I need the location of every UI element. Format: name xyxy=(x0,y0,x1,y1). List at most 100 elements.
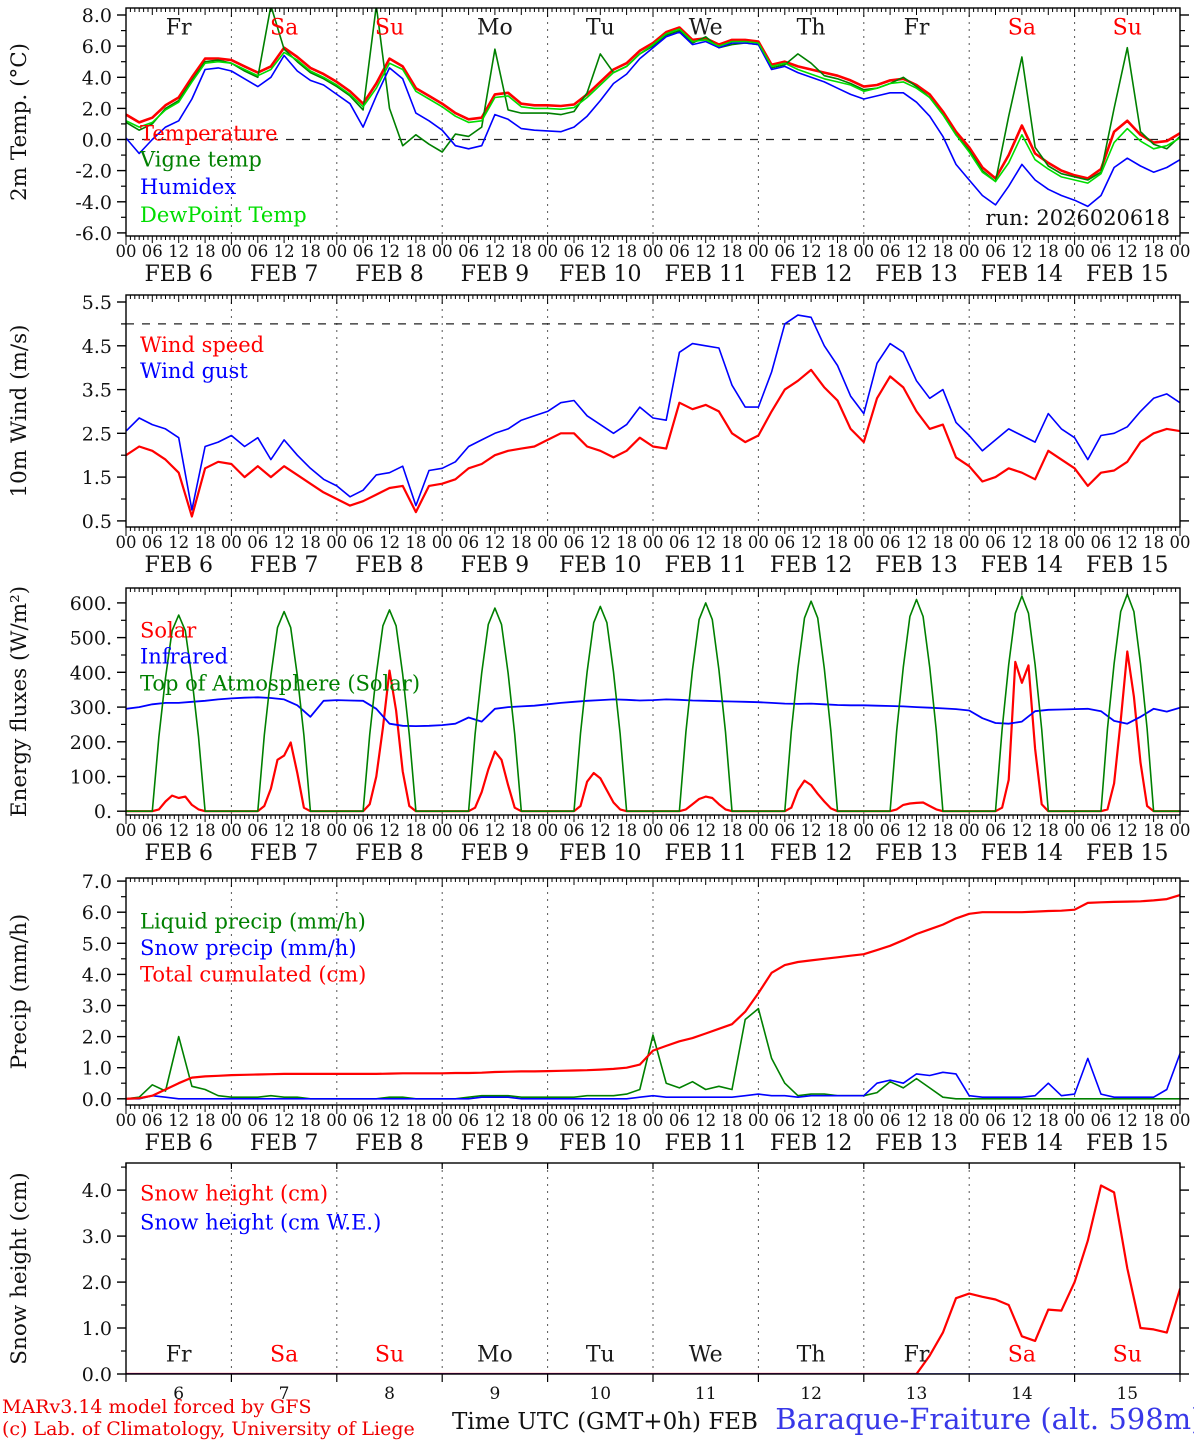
hour-label: 12 xyxy=(168,533,189,552)
hour-label: 06 xyxy=(880,533,901,552)
hour-label: 06 xyxy=(669,1111,690,1130)
day-name-label: Su xyxy=(1113,1343,1142,1368)
hour-label: 12 xyxy=(1011,821,1032,840)
y-axis-label: Precip (mm/h) xyxy=(7,914,32,1070)
date-number-label: 6 xyxy=(173,1384,184,1404)
y-tick-label: 2.0 xyxy=(82,1027,112,1049)
legend-liquid-precip: Liquid precip (mm/h) xyxy=(140,910,366,934)
hour-label: 06 xyxy=(247,242,268,261)
date-label: FEB 11 xyxy=(664,1131,746,1156)
hour-comb-top xyxy=(125,588,1181,597)
hour-label: 12 xyxy=(274,242,295,261)
hour-label: 12 xyxy=(695,533,716,552)
legend-infrared: Infrared xyxy=(140,645,228,669)
y-tick-label: 3.0 xyxy=(82,1226,112,1248)
x-axis-footer: Time UTC (GMT+0h) FEB Baraque-Fraiture (… xyxy=(452,1402,1194,1436)
date-number-label: 13 xyxy=(906,1384,928,1404)
day-tick-top xyxy=(125,1163,1181,1169)
date-label: FEB 11 xyxy=(664,553,746,578)
hour-comb-bottom xyxy=(125,236,1181,245)
hour-label: 06 xyxy=(985,242,1006,261)
hour-label: 00 xyxy=(643,242,664,261)
date-number-label: 12 xyxy=(800,1384,822,1404)
hour-label: 00 xyxy=(537,1111,558,1130)
hour-label: 18 xyxy=(195,533,216,552)
date-label: FEB 7 xyxy=(250,841,318,866)
hour-label: 06 xyxy=(353,1111,374,1130)
y-tick-label: 6.0 xyxy=(82,36,112,58)
hour-label: 18 xyxy=(1143,1111,1164,1130)
y-tick-label: 6.0 xyxy=(82,902,112,924)
hour-comb-bottom xyxy=(125,1105,1181,1114)
hour-label: 18 xyxy=(1143,533,1164,552)
hour-label: 12 xyxy=(168,242,189,261)
day-name-label: Su xyxy=(1113,16,1142,41)
day-name-label: Fr xyxy=(904,16,930,41)
day-name-label: We xyxy=(689,16,723,41)
x-axis-title: Time UTC (GMT+0h) xyxy=(452,1409,701,1435)
date-number-label: 15 xyxy=(1116,1384,1138,1404)
legend-solar: Solar xyxy=(140,618,197,642)
day-name-label: Su xyxy=(375,1343,404,1368)
hour-label: 18 xyxy=(1038,242,1059,261)
y-tick-label: 7.0 xyxy=(82,871,112,893)
hour-label: 00 xyxy=(643,821,664,840)
date-label: FEB 15 xyxy=(1086,1131,1168,1156)
y-tick-label: 300. xyxy=(70,697,112,719)
date-label: FEB 6 xyxy=(144,841,212,866)
series-liquid-precip xyxy=(126,1007,1180,1100)
hour-label: 06 xyxy=(247,1111,268,1130)
hour-label: 12 xyxy=(801,1111,822,1130)
hour-label: 12 xyxy=(274,821,295,840)
hour-label: 12 xyxy=(906,1111,927,1130)
hour-label: 06 xyxy=(669,533,690,552)
y-tick-label: -2.0 xyxy=(75,161,112,183)
date-label: FEB 13 xyxy=(875,262,957,287)
series-temperature xyxy=(126,26,1180,180)
date-label: FEB 13 xyxy=(875,553,957,578)
y-tick-label: 5.5 xyxy=(82,292,112,314)
y-tick-label: 0.0 xyxy=(82,130,112,152)
date-label: FEB 11 xyxy=(664,841,746,866)
date-label: FEB 10 xyxy=(559,841,641,866)
day-name-label: Fr xyxy=(166,16,192,41)
hour-label: 06 xyxy=(880,242,901,261)
hour-label: 18 xyxy=(616,533,637,552)
date-label: FEB 12 xyxy=(770,841,852,866)
hour-comb-bottom xyxy=(125,527,1181,536)
hour-label: 00 xyxy=(1064,1111,1085,1130)
y-tick-label: 400. xyxy=(70,662,112,684)
hour-label: 06 xyxy=(353,821,374,840)
hour-label: 00 xyxy=(853,821,874,840)
y-tick-label: 3.0 xyxy=(82,996,112,1018)
hour-label: 06 xyxy=(669,821,690,840)
series-top-of-atmosphere xyxy=(126,593,1180,813)
hour-label: 12 xyxy=(484,1111,505,1130)
hour-label: 18 xyxy=(195,242,216,261)
hour-label: 06 xyxy=(669,242,690,261)
hour-label: 12 xyxy=(1011,242,1032,261)
y-tick-label: 600. xyxy=(70,593,112,615)
y-tick-label: 100. xyxy=(70,767,112,789)
legend-wind-speed: Wind speed xyxy=(140,333,264,357)
station-title: Baraque-Fraiture (alt. 598m) xyxy=(775,1402,1194,1436)
date-label: FEB 10 xyxy=(559,262,641,287)
day-name-label: Sa xyxy=(1008,16,1036,41)
hour-label: 06 xyxy=(142,821,163,840)
date-label: FEB 13 xyxy=(875,841,957,866)
hour-label: 00 xyxy=(748,533,769,552)
hour-label: 06 xyxy=(247,533,268,552)
hour-label: 18 xyxy=(932,533,953,552)
hour-label: 00 xyxy=(537,821,558,840)
hour-label: 06 xyxy=(458,1111,479,1130)
day-name-label: Su xyxy=(375,16,404,41)
hour-label: 06 xyxy=(774,1111,795,1130)
y-tick-label: 0.5 xyxy=(82,511,112,533)
hour-label: 12 xyxy=(274,1111,295,1130)
day-tick-bottom xyxy=(125,1374,1181,1382)
hour-label: 12 xyxy=(1117,1111,1138,1130)
hour-label: 06 xyxy=(458,821,479,840)
hour-label: 06 xyxy=(985,1111,1006,1130)
hour-label: 06 xyxy=(1091,533,1112,552)
series-humidex xyxy=(126,31,1180,208)
